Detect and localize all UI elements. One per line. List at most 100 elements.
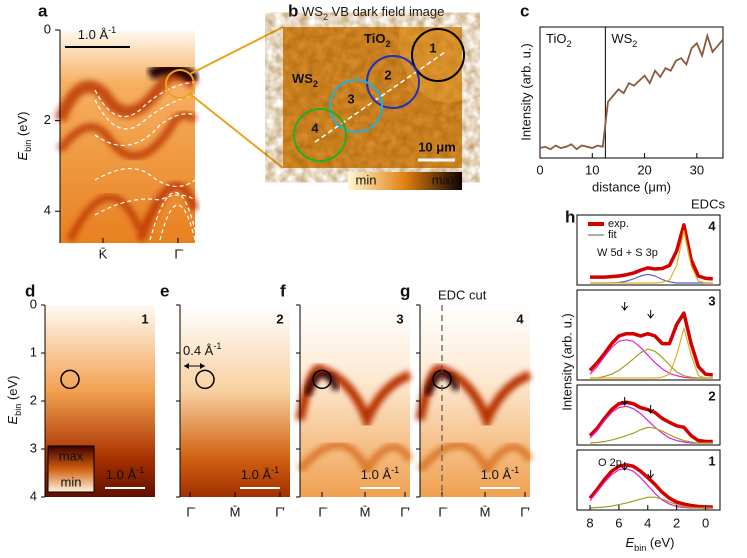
flake-label: WS2 [292,71,318,89]
x-tick-label: 2 [673,515,680,530]
substrate-label: TiO2 [364,31,391,49]
scale-bar-label-part: -1 [136,465,144,475]
x-axis-label: distance (μm) [592,179,671,194]
component-label: O 2p [598,457,622,469]
x-tick-label: Γ̄′ [400,504,410,519]
spot-circle [411,28,465,82]
x-tick-label: 30 [690,162,704,177]
panel-label: a [38,1,48,20]
x-tick-label: 10 [585,162,599,177]
band-intensity [66,194,144,242]
band-intensity [423,370,461,397]
scale-bar-label: 1.0 Å-1 [241,465,279,482]
spot-label: 4 [516,311,524,326]
region-label: WS2 [611,31,637,49]
y-axis-label: Intensity (arb. u.) [518,43,533,141]
spot-marker [195,369,215,390]
spot-label: 2 [708,388,715,403]
panel-label: c [520,1,529,20]
legend-label: fit [608,229,617,241]
x-tick-label: 20 [637,162,651,177]
spot-label: 3 [708,293,715,308]
edc-fit-component [590,327,713,379]
panel-label: f [280,281,286,300]
x-tick-label: Γ̄′ [275,504,285,519]
scale-bar-label-part: 1.0 Å [78,27,109,42]
width-annotation: 0.4 Å-1 [183,341,221,358]
band-intensity [54,70,200,123]
y-tick-label: 2 [30,392,37,407]
band-intensity [135,181,200,242]
band-intensity [295,364,412,433]
edc-fit-component [589,496,713,509]
colorbar-label: min [356,172,377,187]
plot-frame [539,26,724,159]
y-axis-label: Intensity (arb. u.) [559,313,574,411]
x-tick-label: 4 [644,515,651,530]
panel-title: EDCs [691,196,725,211]
y-axis-label-part: bin [13,404,23,416]
spot-label: 1 [429,40,436,55]
scale-bar-label: 10 μm [418,139,456,154]
x-tick-label: Γ̄′ [520,504,530,519]
scale-bar-label: 1.0 Å-1 [78,25,116,42]
panel-label: h [565,207,575,226]
colorbar [348,172,462,190]
peak-arrow [621,462,629,471]
flake-label-part: WS [292,71,313,86]
peak-arrow [621,302,629,311]
peak-arrow [647,470,655,479]
colorbar [47,445,95,493]
panel-title-part: VB dark field image [328,4,444,19]
band-intensity [296,441,414,479]
edc-fit-component [590,230,713,284]
y-tick-label: 4 [30,488,37,503]
scale-bar-label-part: -1 [271,465,279,475]
component-label: W 5d + S 3p [597,247,658,259]
x-tick-label: 8 [586,515,593,530]
y-axis-label-part: E [5,415,20,424]
region-label-part: WS [611,31,632,46]
y-axis-label-part: (eV) [5,376,20,404]
y-axis-label-part: (eV) [15,112,30,140]
spot-label: 2 [384,67,391,82]
intensity-line [539,32,724,151]
y-tick-label: 0 [44,21,51,36]
edc-frame [576,384,721,446]
y-tick-label: 3 [30,440,37,455]
y-axis-label-part: bin [23,140,33,152]
substrate-label-part: TiO [364,31,385,46]
panel-label: g [400,281,410,300]
scale-bar-label-part: 1.0 Å [481,467,512,482]
panel-label: d [25,281,35,300]
scale-bar-label-part: -1 [391,465,399,475]
spot-label: 2 [276,311,283,326]
panel-label: e [160,281,169,300]
spot-label: 3 [396,311,403,326]
spot-label: 4 [311,120,319,135]
edc-exp [588,400,713,444]
y-axis-label-part: E [15,151,30,160]
zoom-circle [165,69,195,99]
peak-arrow [621,397,629,406]
region-label-part: 2 [632,39,637,49]
x-tick-label: M̄ [480,504,491,519]
x-tick-label: M̄ [230,504,241,519]
band-intensity [415,364,532,433]
x-tick-label: 0 [536,162,543,177]
flake-label-part: 2 [313,79,318,89]
edc-frame [576,449,721,511]
peak-arrow [647,310,655,319]
edc-fit-component [589,405,713,444]
edc-frame [576,289,721,381]
edc-fit-component [590,348,713,379]
y-tick-label: 0 [30,296,37,311]
band-calculation [94,113,196,146]
band-calculation [94,168,196,187]
colorbar-label: max [59,448,84,463]
y-tick-label: 2 [44,112,51,127]
region-label-part: TiO [546,31,566,46]
scale-bar-label-part: 1.0 Å [361,467,392,482]
spot-circle [329,79,383,133]
